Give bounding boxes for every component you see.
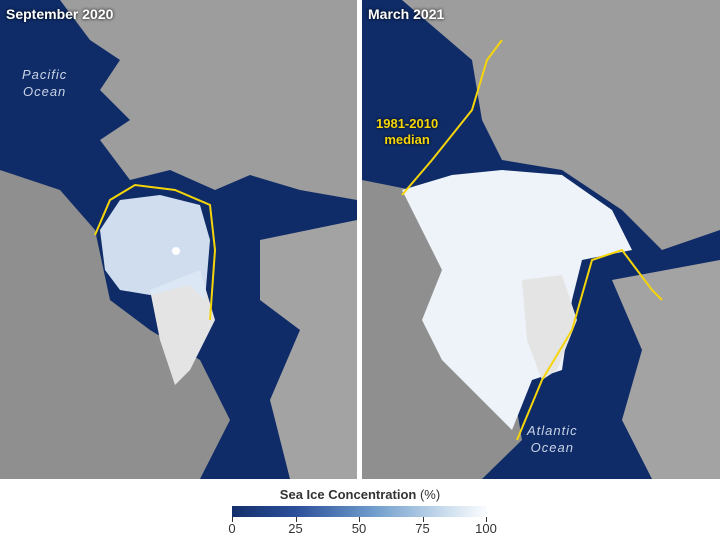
ocean-label-line: Atlantic [527, 423, 578, 438]
land-eurasia [60, 0, 357, 200]
legend-unit: (%) [419, 487, 441, 502]
pole-hole [172, 247, 180, 255]
sea-ice-extent [402, 170, 632, 430]
median-line [94, 183, 217, 321]
land-north-america [0, 170, 230, 479]
ocean-label-pacific: Pacific Ocean [22, 66, 67, 100]
sea-ice-extent [100, 195, 210, 300]
panel-title: September 2020 [6, 6, 114, 22]
legend-tick [422, 517, 424, 522]
legend-tick-label: 0 [228, 521, 236, 536]
color-legend: Sea Ice Concentration (%) 0 25 50 75 100 [0, 479, 720, 545]
map-march-2021 [362, 0, 720, 479]
median-label-line: median [384, 132, 430, 147]
ocean-label-atlantic: Atlantic Ocean [527, 422, 578, 456]
land-europe [260, 220, 357, 479]
greenland [150, 270, 215, 385]
legend-tick [486, 517, 487, 522]
legend-tick-label: 50 [351, 521, 367, 536]
land-europe [612, 260, 720, 479]
legend-title-text: Sea Ice Concentration [279, 487, 417, 502]
legend-tick-label: 25 [288, 521, 303, 536]
legend-tick-label: 100 [475, 521, 497, 536]
panel-title: March 2021 [368, 6, 445, 22]
ocean-label-line: Ocean [22, 84, 67, 99]
ocean-label-line: Pacific [22, 67, 68, 82]
median-label-line: 1981-2010 [376, 116, 439, 131]
legend-title: Sea Ice Concentration (%) [0, 487, 720, 502]
legend-tick-label: 75 [415, 521, 430, 536]
greenland [522, 275, 577, 380]
legend-tick [295, 517, 297, 522]
map-panel-september-2020: September 2020 Pacific Ocean [0, 0, 357, 479]
legend-tick [232, 517, 233, 522]
map-panel-march-2021: March 2021 1981-2010 median Atlantic Oce… [362, 0, 720, 479]
legend-color-bar [232, 506, 487, 517]
median-label: 1981-2010 median [376, 116, 438, 148]
map-september-2020 [0, 0, 357, 479]
land-eurasia [402, 0, 720, 250]
legend-tick [359, 517, 360, 522]
median-line [401, 39, 663, 441]
ocean-label-line: Ocean [530, 440, 574, 455]
